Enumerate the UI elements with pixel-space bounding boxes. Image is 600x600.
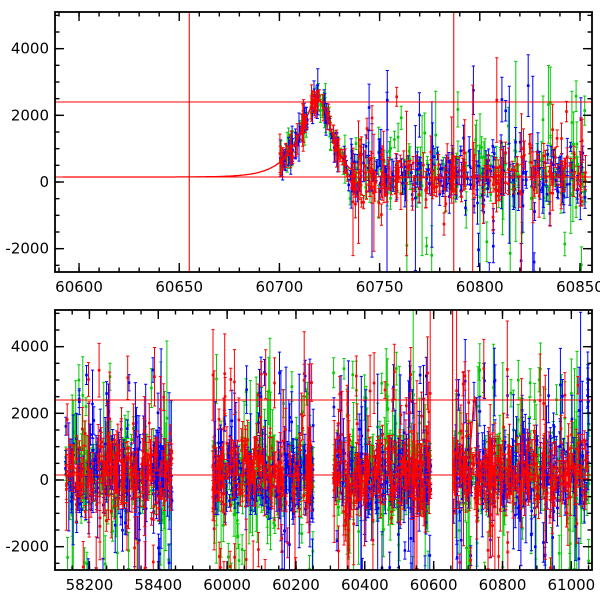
top-panel-x-tick-label: 60850 bbox=[556, 278, 600, 296]
top-panel-y-tick-label: 0 bbox=[39, 173, 49, 191]
bottom-panel-x-tick-label: 60000 bbox=[203, 576, 251, 594]
top-panel-y-tick-label: 4000 bbox=[11, 40, 49, 58]
bottom-panel-x-tick-label: 58400 bbox=[134, 576, 182, 594]
bottom-panel-x-tick-label: 60400 bbox=[341, 576, 389, 594]
top-panel-x-tick-label: 60650 bbox=[155, 278, 203, 296]
bottom-panel-tick-labels: 58200 58400 60000 60200 60400 60600 60800 61000… bbox=[5, 338, 595, 594]
bottom-panel-x-tick-label: 61000 bbox=[547, 576, 595, 594]
top-panel-x-tick-label: 60750 bbox=[356, 278, 404, 296]
bottom-panel-axes bbox=[54, 309, 593, 571]
top-panel-x-tick-label: 60700 bbox=[256, 278, 304, 296]
top-panel-y-tick-label: 2000 bbox=[11, 106, 49, 124]
bottom-panel-x-tick-label: 60200 bbox=[272, 576, 320, 594]
bottom-panel-y-tick-label: -2000 bbox=[5, 538, 49, 556]
bottom-panel-x-tick-label: 60600 bbox=[410, 576, 458, 594]
bottom-panel-x-tick-label: 58200 bbox=[66, 576, 114, 594]
top-panel-tick-labels: 60600 60650 60700 60750 60800 60850 -2000 0 2000… bbox=[5, 40, 600, 296]
bottom-panel-model-curve bbox=[453, 395, 483, 476]
top-panel-x-tick-label: 60800 bbox=[456, 278, 504, 296]
bottom-panel-y-tick-label: 0 bbox=[39, 471, 49, 489]
bottom-panel-plot-area bbox=[63, 310, 591, 570]
top-panel-y-tick-label: -2000 bbox=[5, 240, 49, 258]
bottom-panel-y-tick-label: 4000 bbox=[11, 338, 49, 356]
bottom-panel-y-tick-label: 2000 bbox=[11, 404, 49, 422]
top-panel-axes bbox=[54, 11, 593, 273]
bottom-panel-x-tick-label: 60800 bbox=[479, 576, 527, 594]
top-panel-x-tick-label: 60600 bbox=[55, 278, 103, 296]
